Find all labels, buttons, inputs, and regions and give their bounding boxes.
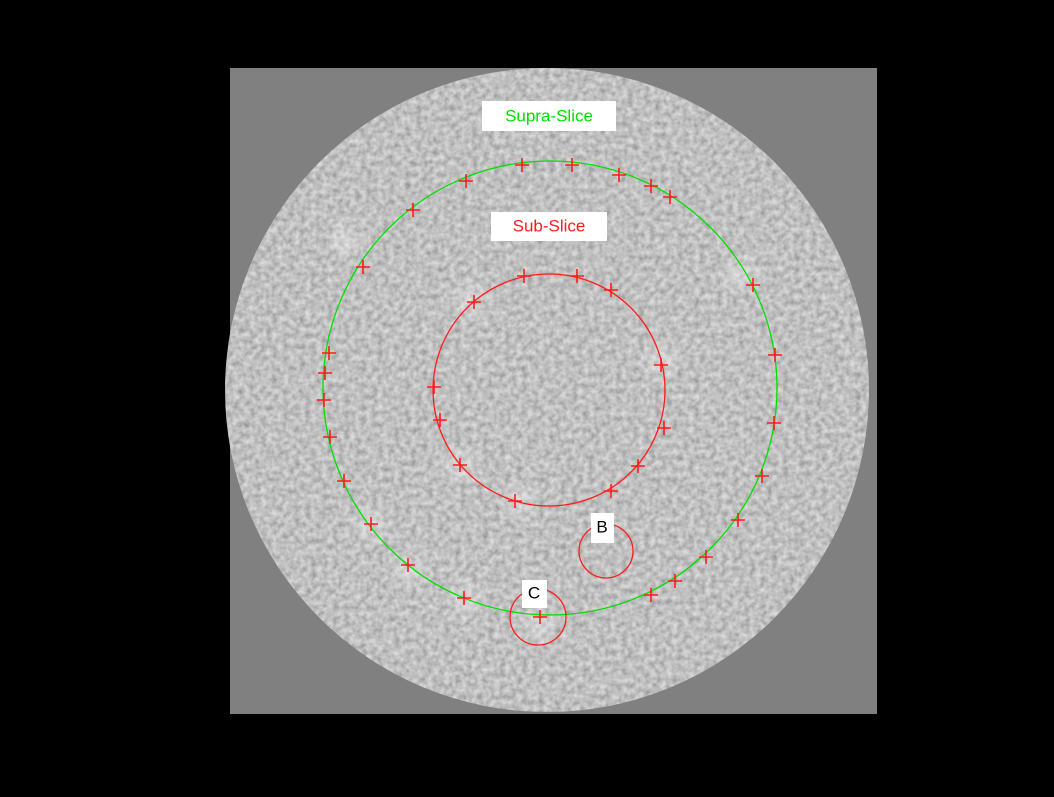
- cross-marker: [644, 588, 658, 602]
- supra-label: Supra-Slice: [505, 106, 593, 125]
- cross-marker: [364, 517, 378, 531]
- cross-marker: [657, 421, 671, 435]
- bead: [636, 336, 684, 384]
- supra-slice-circle: [322, 160, 778, 616]
- cross-marker: [533, 610, 547, 624]
- cross-marker: [731, 513, 745, 527]
- cross-marker: [570, 269, 584, 283]
- bead: [716, 251, 764, 299]
- label-box: [491, 212, 607, 241]
- bead: [386, 546, 434, 594]
- cross-marker: [746, 278, 760, 292]
- cross-marker: [318, 366, 332, 380]
- cross-marker: [406, 203, 420, 217]
- markers: [317, 158, 782, 624]
- cross-marker: [663, 190, 677, 204]
- cross-marker: [768, 348, 782, 362]
- sub-slice-circle: [432, 273, 666, 507]
- cross-marker: [565, 158, 579, 172]
- cross-marker: [508, 494, 522, 508]
- cross-marker: [668, 574, 682, 588]
- cross-marker: [356, 260, 370, 274]
- label-box: [482, 101, 616, 131]
- cross-marker: [604, 283, 618, 297]
- cross-marker: [467, 295, 481, 309]
- cross-marker: [459, 174, 473, 188]
- b-label: B: [596, 517, 607, 536]
- cross-marker: [401, 558, 415, 572]
- cross-marker: [755, 469, 769, 483]
- bead: [514, 601, 562, 649]
- label-box: [591, 513, 614, 543]
- bead: [496, 476, 544, 524]
- cross-marker: [644, 179, 658, 193]
- cross-marker: [317, 393, 331, 407]
- bead: [346, 501, 394, 549]
- cross-marker: [427, 380, 441, 394]
- bead: [441, 576, 489, 624]
- cross-marker: [767, 416, 781, 430]
- label-box: [522, 580, 547, 608]
- cross-marker: [612, 168, 626, 182]
- bead: [321, 216, 369, 264]
- sub-label: Sub-Slice: [513, 216, 586, 235]
- cross-marker: [453, 458, 467, 472]
- cross-marker: [654, 358, 668, 372]
- bead: [446, 276, 494, 324]
- cross-marker: [433, 413, 447, 427]
- c-label: C: [528, 583, 540, 602]
- cross-marker: [457, 591, 471, 605]
- cross-marker: [323, 430, 337, 444]
- cross-marker: [631, 459, 645, 473]
- cross-marker: [604, 484, 618, 498]
- cross-marker: [517, 269, 531, 283]
- cross-marker: [322, 346, 336, 360]
- cross-marker: [515, 158, 529, 172]
- cross-marker: [699, 550, 713, 564]
- cross-marker: [337, 474, 351, 488]
